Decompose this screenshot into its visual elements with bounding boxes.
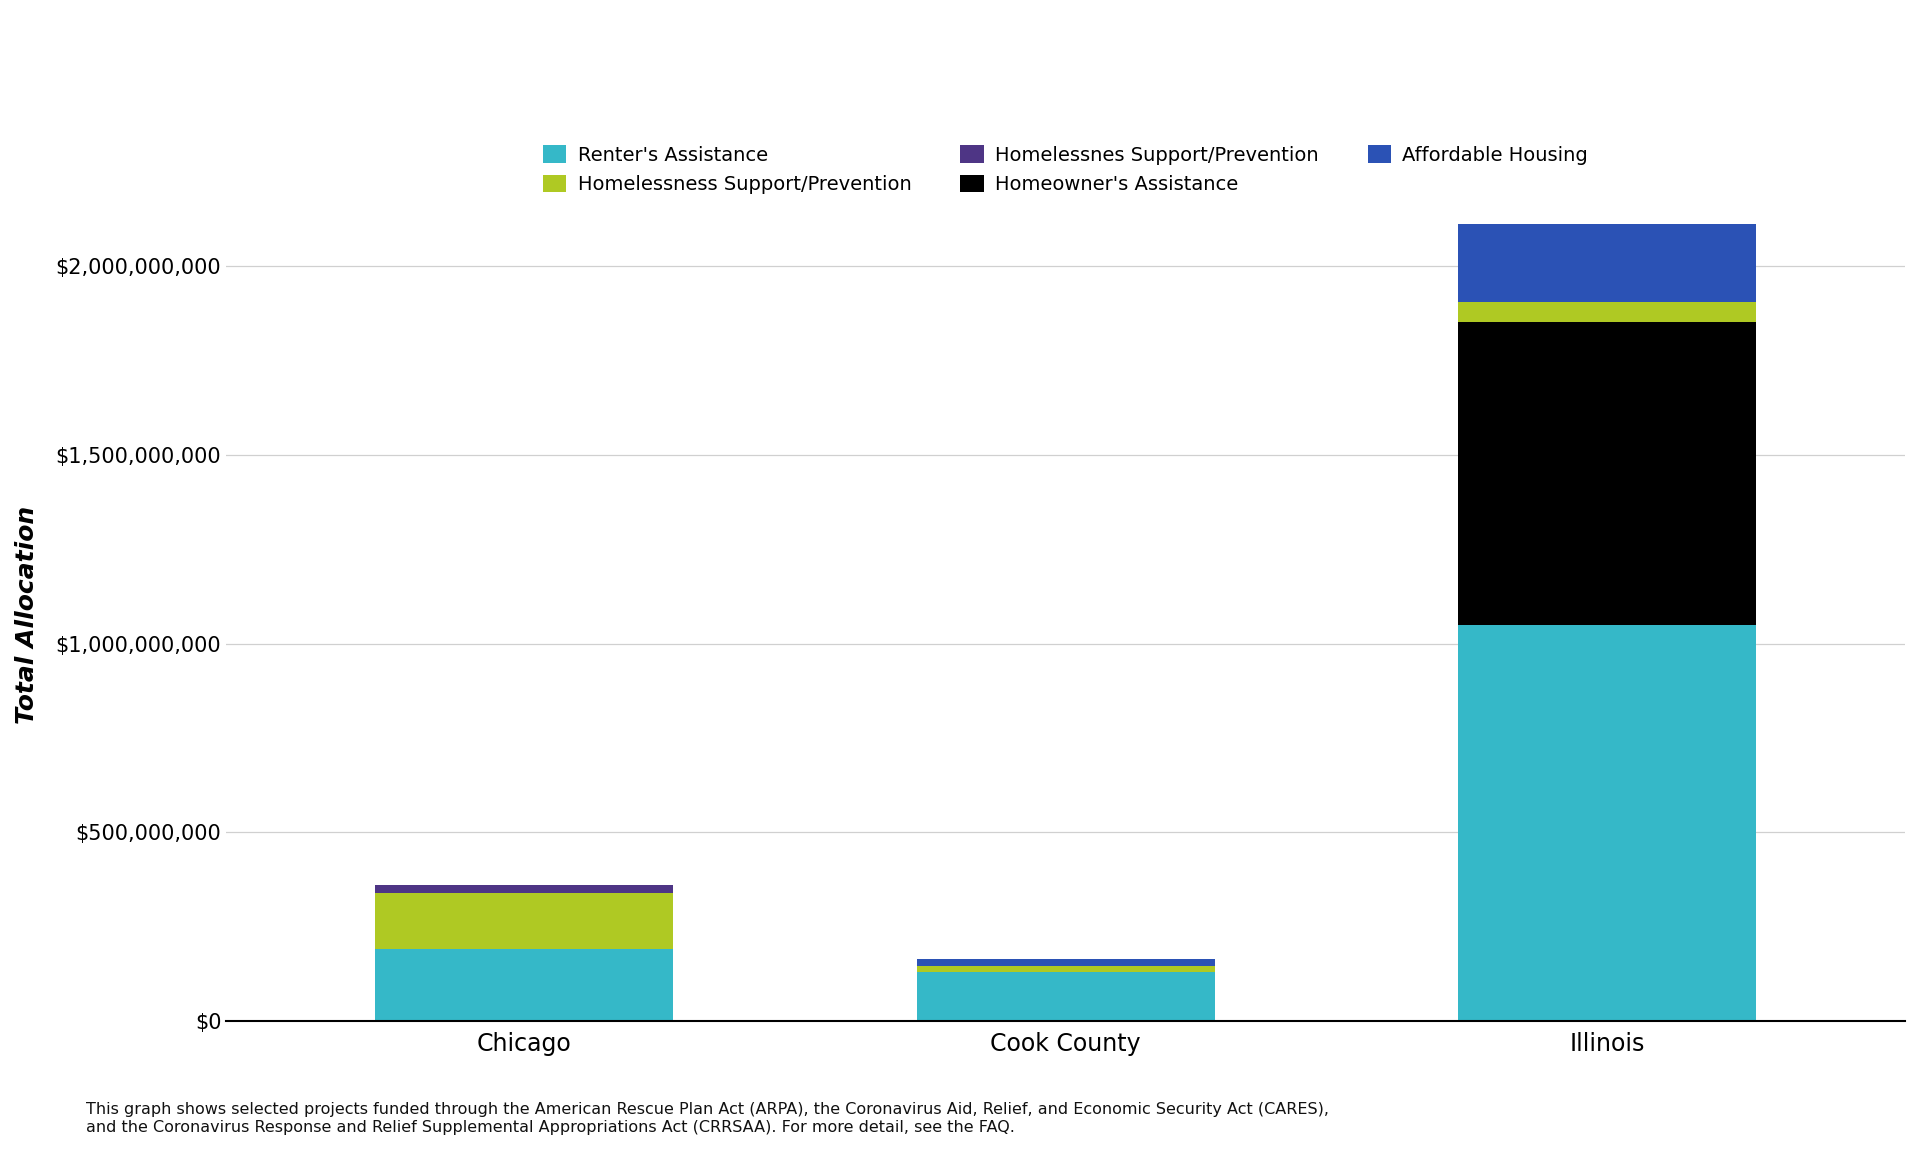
- Y-axis label: Total Allocation: Total Allocation: [15, 506, 38, 725]
- Bar: [916, 958, 1215, 967]
- Bar: [374, 885, 672, 893]
- Bar: [1457, 225, 1757, 302]
- Bar: [1457, 323, 1757, 624]
- Bar: [1457, 302, 1757, 323]
- Bar: [374, 893, 672, 949]
- Text: This graph shows selected projects funded through the American Rescue Plan Act (: This graph shows selected projects funde…: [86, 1102, 1329, 1135]
- Legend: Renter's Assistance, Homelessness Support/Prevention, Homelessnes Support/Preven: Renter's Assistance, Homelessness Suppor…: [536, 138, 1596, 202]
- Bar: [1457, 624, 1757, 1022]
- Bar: [916, 967, 1215, 972]
- Bar: [374, 949, 672, 1022]
- Bar: [916, 972, 1215, 1022]
